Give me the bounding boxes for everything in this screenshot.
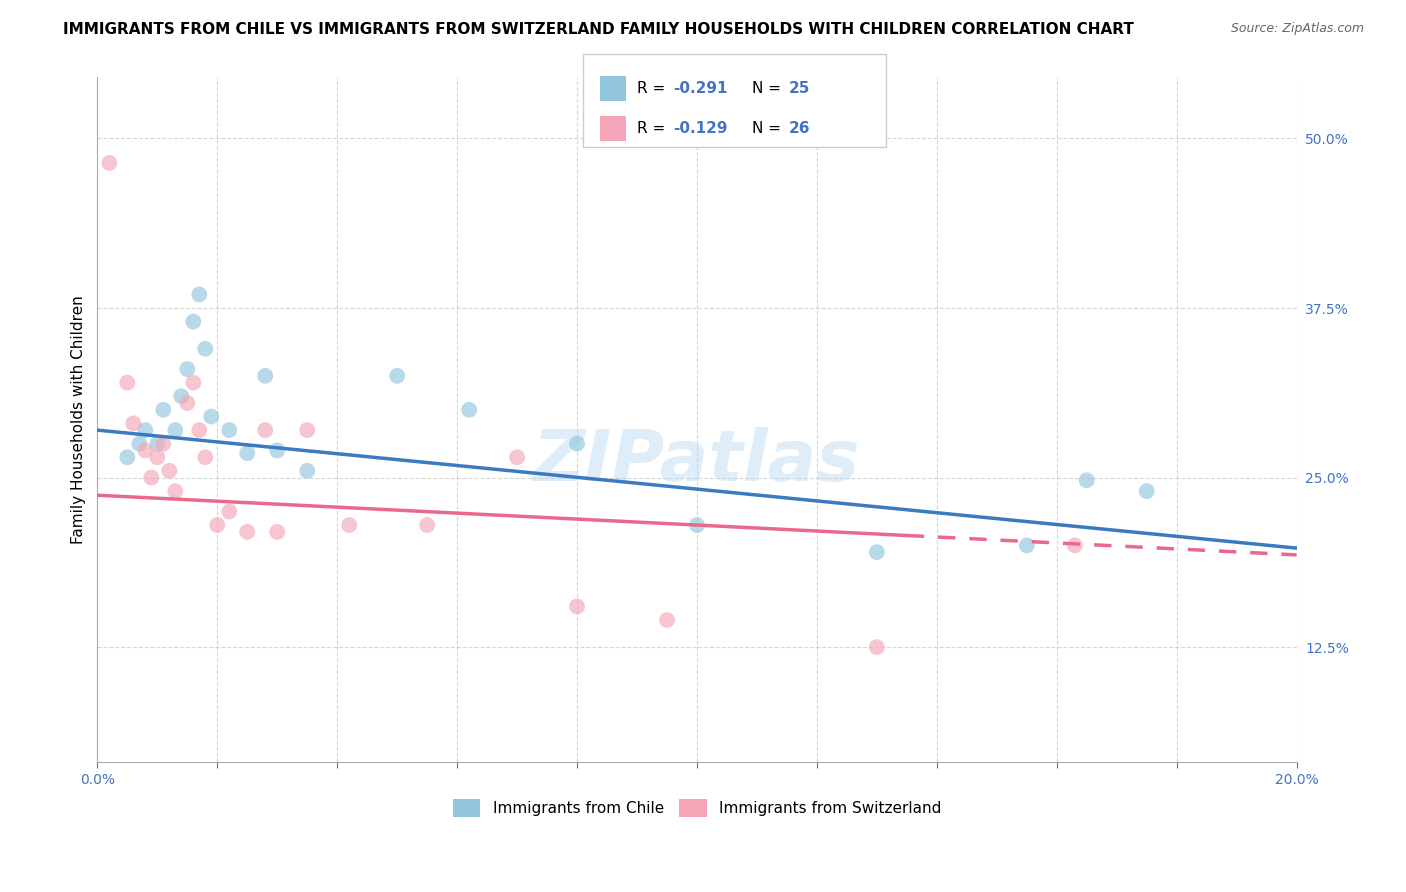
Point xyxy=(236,524,259,539)
Point xyxy=(1063,538,1085,552)
Point xyxy=(218,423,240,437)
Text: 26: 26 xyxy=(789,121,810,136)
Point xyxy=(385,368,408,383)
Point xyxy=(146,450,169,465)
Text: -0.129: -0.129 xyxy=(673,121,728,136)
Text: N =: N = xyxy=(752,81,786,95)
Point xyxy=(152,402,174,417)
Point xyxy=(181,315,204,329)
Point xyxy=(254,423,277,437)
Point xyxy=(128,436,150,450)
Point xyxy=(686,518,709,533)
Point xyxy=(655,613,678,627)
Point xyxy=(266,524,288,539)
Text: Source: ZipAtlas.com: Source: ZipAtlas.com xyxy=(1230,22,1364,36)
Point xyxy=(1136,484,1159,499)
Point xyxy=(416,518,439,533)
Point xyxy=(152,436,174,450)
Text: R =: R = xyxy=(637,81,671,95)
Point xyxy=(565,599,588,614)
Point xyxy=(176,396,198,410)
Point xyxy=(565,436,588,450)
Point xyxy=(122,417,145,431)
Point xyxy=(236,446,259,460)
Point xyxy=(165,423,187,437)
Point xyxy=(297,423,319,437)
Point xyxy=(207,518,229,533)
Point xyxy=(266,443,288,458)
Text: R =: R = xyxy=(637,121,671,136)
Point xyxy=(188,287,211,301)
Point xyxy=(254,368,277,383)
Point xyxy=(188,423,211,437)
Text: IMMIGRANTS FROM CHILE VS IMMIGRANTS FROM SWITZERLAND FAMILY HOUSEHOLDS WITH CHIL: IMMIGRANTS FROM CHILE VS IMMIGRANTS FROM… xyxy=(63,22,1135,37)
Text: ZIPatlas: ZIPatlas xyxy=(533,426,860,496)
Point xyxy=(146,436,169,450)
Point xyxy=(170,389,193,403)
Point xyxy=(165,484,187,499)
Point xyxy=(200,409,222,424)
Text: 25: 25 xyxy=(789,81,810,95)
Point xyxy=(337,518,360,533)
Point xyxy=(506,450,529,465)
Point xyxy=(1076,473,1098,487)
Y-axis label: Family Households with Children: Family Households with Children xyxy=(72,295,86,544)
Point xyxy=(458,402,481,417)
Point xyxy=(134,443,156,458)
Point xyxy=(181,376,204,390)
Legend: Immigrants from Chile, Immigrants from Switzerland: Immigrants from Chile, Immigrants from S… xyxy=(447,792,948,823)
Point xyxy=(218,504,240,518)
Point xyxy=(866,640,889,654)
Point xyxy=(117,450,139,465)
Point xyxy=(194,342,217,356)
Point xyxy=(1015,538,1038,552)
Point xyxy=(117,376,139,390)
Point xyxy=(297,464,319,478)
Point xyxy=(866,545,889,559)
Point xyxy=(98,156,121,170)
Point xyxy=(176,362,198,376)
Point xyxy=(194,450,217,465)
Point xyxy=(134,423,156,437)
Text: -0.291: -0.291 xyxy=(673,81,728,95)
Text: N =: N = xyxy=(752,121,786,136)
Point xyxy=(157,464,180,478)
Point xyxy=(141,470,163,484)
